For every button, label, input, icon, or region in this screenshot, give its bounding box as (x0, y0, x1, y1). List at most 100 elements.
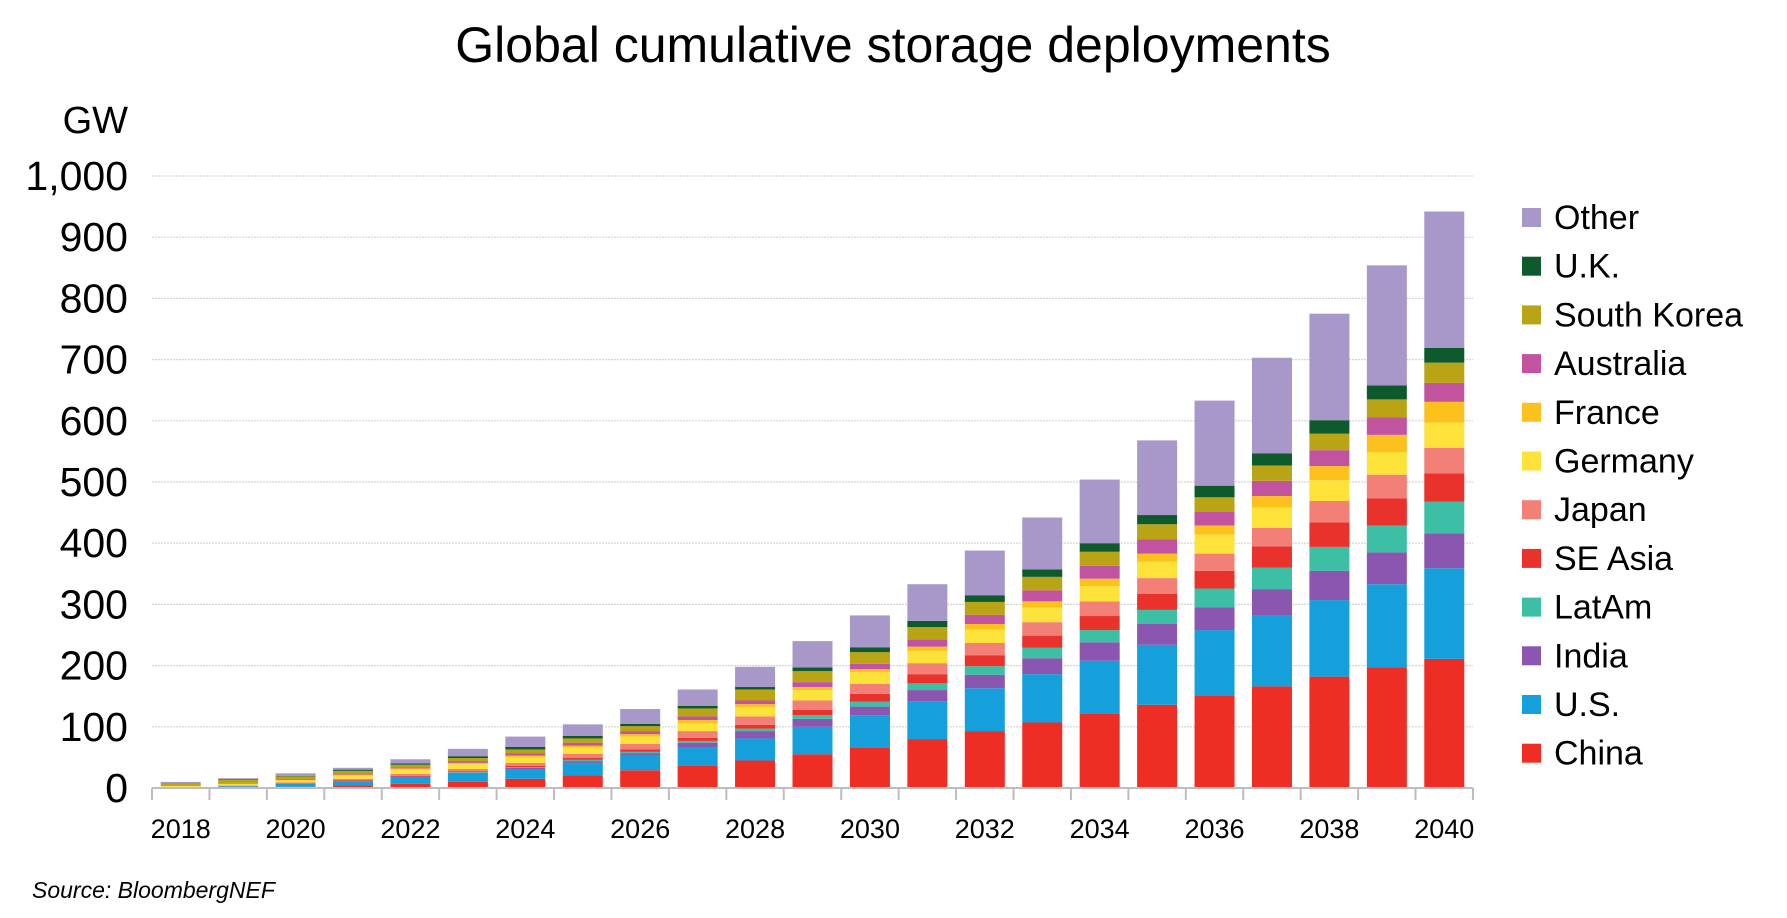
x-tick-label: 2040 (1414, 814, 1474, 844)
legend-swatch (1522, 695, 1541, 714)
bar-segment-u-s- (907, 701, 948, 740)
bar-segment-france (849, 669, 890, 673)
bar-segment-se-asia (1309, 522, 1350, 547)
bar-segment-u-s- (390, 776, 431, 784)
bar-segment-germany (275, 780, 316, 783)
bar-segment-u-s- (620, 755, 661, 771)
bar-segment-japan (964, 642, 1005, 656)
bar-segment-u-k- (562, 735, 603, 739)
bar-segment-latam (1022, 647, 1063, 659)
legend-label: Japan (1554, 491, 1647, 529)
bar-segment-u-s- (964, 688, 1005, 732)
bar-stack-2030 (849, 615, 890, 788)
bar-segment-south-korea (1309, 433, 1350, 451)
bar-segment-japan (677, 731, 718, 738)
bar-segment-france (735, 704, 776, 708)
bar-segment-other (792, 641, 833, 668)
x-axis: 2018 2020 2022 2024 2026 2028 2030 2032 2034 2036… (151, 787, 1474, 844)
y-tick-label: 600 (60, 398, 128, 444)
bar-segment-germany (1251, 507, 1292, 528)
bar-segment-u-k- (1079, 543, 1120, 552)
bar-stack-2031 (907, 584, 948, 788)
bar-segment-india (620, 753, 661, 756)
bar-segment-germany (1194, 534, 1235, 554)
bar-segment-u-k- (1424, 347, 1465, 363)
bar-segment-france (1251, 496, 1292, 508)
bar-segment-germany (447, 764, 488, 770)
legend-item: SE Asia (1522, 540, 1673, 578)
bar-segment-japan (1194, 553, 1235, 571)
legend-label: Australia (1554, 345, 1686, 383)
y-tick-label: 900 (60, 214, 128, 260)
bar-segment-france (275, 780, 316, 781)
bar-segment-australia (1022, 590, 1063, 602)
bar-segment-india (735, 731, 776, 739)
bar-segment-south-korea (390, 764, 431, 768)
bar-segment-japan (218, 785, 259, 787)
bar-segment-u-k- (907, 620, 948, 628)
bar-segment-germany (505, 757, 546, 763)
bar-stack-2028 (735, 666, 776, 788)
bar-segment-china (562, 775, 603, 788)
bar-segment-u-s- (1366, 584, 1407, 668)
bar-segment-u-s- (562, 762, 603, 776)
bar-segment-other (964, 550, 1005, 596)
bar-segment-other (562, 724, 603, 736)
bar-segment-south-korea (1194, 497, 1235, 512)
bar-segment-france (677, 720, 718, 724)
legend: Other U.K. South Korea Australia France Germa… (1522, 199, 1743, 773)
legend-swatch (1522, 256, 1541, 276)
bar-segment-u-s- (735, 738, 776, 761)
bar-segment-south-korea (792, 671, 833, 683)
bar-segment-u-k- (620, 723, 661, 727)
bar-segment-china (1194, 695, 1235, 788)
bar-segment-latam (1366, 525, 1407, 553)
bar-segment-japan (447, 769, 488, 772)
bar-segment-germany (677, 723, 718, 732)
bar-segment-se-asia (620, 749, 661, 752)
bar-segment-se-asia (1424, 473, 1465, 502)
bar-segment-latam (1309, 546, 1350, 571)
y-tick-label: 200 (60, 643, 128, 689)
bar-segment-australia (333, 773, 374, 775)
bar-segment-se-asia (849, 693, 890, 702)
bar-segment-china (1251, 686, 1292, 788)
bar-segment-france (505, 755, 546, 758)
x-tick-label: 2022 (380, 814, 440, 844)
bar-segment-india (907, 690, 948, 702)
bar-stack-2036 (1194, 400, 1235, 788)
bar-segment-other (1309, 313, 1350, 421)
bar-segment-se-asia (1251, 546, 1292, 568)
bar-segment-south-korea (160, 783, 201, 786)
bar-segment-south-korea (849, 652, 890, 664)
bar-segment-other (1137, 440, 1178, 516)
bar-segment-u-k- (1022, 569, 1063, 577)
bar-segment-south-korea (964, 601, 1005, 615)
bar-segment-latam (447, 772, 488, 773)
bar-segment-se-asia (1022, 635, 1063, 648)
bar-segment-south-korea (1366, 399, 1407, 418)
y-tick-label: 400 (60, 520, 128, 566)
bar-stack-2034 (1079, 479, 1120, 788)
bar-segment-france (1424, 401, 1465, 423)
bar-segment-latam (735, 728, 776, 732)
bar-segment-south-korea (505, 749, 546, 754)
bar-stack-2022 (390, 759, 431, 788)
bar-stack-2029 (792, 641, 833, 788)
bar-segment-china (1022, 722, 1063, 788)
bar-segment-japan (1309, 500, 1350, 523)
bar-segment-se-asia (907, 674, 948, 684)
legend-label: France (1554, 394, 1660, 432)
legend-label: LatAm (1554, 589, 1652, 627)
bar-stack-2019 (218, 778, 259, 788)
bar-segment-u-k- (849, 647, 890, 653)
bar-segment-india (390, 776, 431, 777)
bar-segment-china (333, 785, 374, 788)
bar-segment-china (505, 778, 546, 788)
legend-item: China (1522, 735, 1643, 773)
bar-segment-u-s- (849, 715, 890, 748)
bar-segment-south-korea (1424, 362, 1465, 383)
bar-segment-australia (390, 767, 431, 769)
bar-segment-u-k- (390, 763, 431, 765)
bar-segment-latam (1137, 609, 1178, 624)
